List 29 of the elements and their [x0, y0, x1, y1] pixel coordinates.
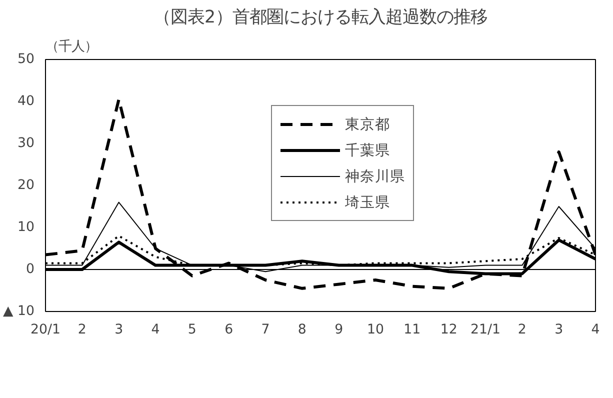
- y-axis-title: （千人）: [46, 40, 98, 54]
- x-tick-label: 8: [298, 322, 306, 338]
- x-tick-label: 3: [554, 322, 564, 338]
- y-tick-label: 20: [18, 178, 35, 193]
- x-tick-label: 7: [261, 322, 270, 338]
- chart-title: （図表2）首都圏における転入超過数の推移: [153, 8, 488, 28]
- x-tick-label: 11: [404, 322, 421, 338]
- y-tick-label: 0: [26, 262, 35, 277]
- y-tick-label: 40: [18, 94, 35, 109]
- x-tick-label: 4: [151, 322, 160, 338]
- x-tick-label: 9: [334, 322, 344, 338]
- x-tick-label: 21/1: [470, 322, 500, 338]
- y-tick-label: 50: [18, 52, 35, 67]
- legend-label: 神奈川県: [345, 166, 405, 186]
- x-tick-label: 12: [440, 322, 458, 338]
- x-tick-label: 2: [78, 322, 86, 338]
- y-tick-label: ▲ 10: [3, 304, 35, 319]
- x-tick-label: 3: [114, 322, 124, 338]
- x-tick-label: 4: [591, 322, 600, 338]
- legend-label: 千葉県: [345, 140, 390, 160]
- x-tick-label: 20/1: [30, 322, 60, 338]
- x-tick-label: 10: [367, 322, 384, 338]
- y-tick-label: 10: [18, 220, 35, 235]
- x-tick-label: 5: [188, 322, 196, 338]
- x-tick-label: 2: [518, 322, 526, 338]
- y-tick-label: 30: [18, 136, 35, 151]
- legend-label: 東京都: [345, 114, 390, 134]
- legend-label: 埼玉県: [345, 192, 390, 212]
- x-tick-label: 6: [224, 322, 234, 338]
